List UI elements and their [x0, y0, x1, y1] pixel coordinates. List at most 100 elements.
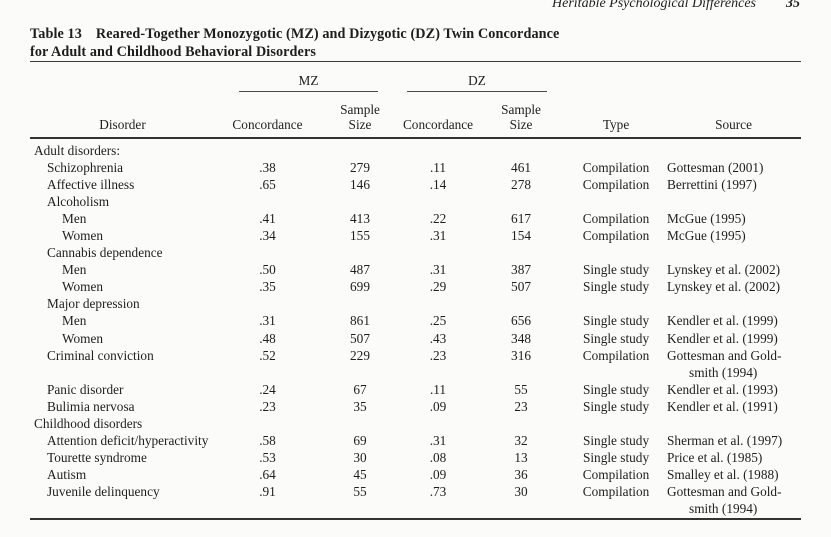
source-value: Gottesman and Gold-smith (1994): [666, 347, 801, 381]
source-value: [666, 193, 801, 210]
dz-sample-size-value: 656: [511, 313, 531, 329]
disorder-column-header: Disorder: [99, 116, 146, 132]
source-line: Berrettini (1997): [667, 176, 757, 192]
dz-sample-size-column-header: Sample Size: [476, 92, 566, 138]
dz-sample-size-value: 617: [511, 210, 531, 226]
source-line: Kendler et al. (1999): [667, 313, 778, 329]
source-value: McGue (1995): [666, 227, 801, 244]
study-type-value: Compilation: [582, 484, 650, 500]
table-title-text: Reared-Together Monozygotic (MZ) and Diz…: [95, 26, 560, 42]
mz-concordance-value: .58: [259, 433, 276, 449]
study-type-value: Single study: [582, 450, 650, 466]
source-column-header: Source: [715, 116, 752, 132]
source-line: Sherman et al. (1997): [667, 433, 783, 449]
source-line: Lynskey et al. (2002): [667, 262, 781, 278]
mz-concordance-value: .53: [259, 450, 276, 466]
disorder-label: Major depression: [47, 296, 140, 312]
source-value: Berrettini (1997): [666, 176, 801, 193]
study-type-value: Compilation: [582, 347, 650, 363]
source-value: Lynskey et al. (2002): [666, 278, 801, 295]
column-header-row: Disorder Concordance Sample Size Concorda…: [30, 92, 802, 138]
disorder-label: Adult disorders:: [34, 142, 121, 158]
study-type-value: Single study: [582, 313, 650, 329]
mz-sample-size-column-header: Sample Size: [320, 92, 400, 138]
dz-concordance-value: .09: [429, 467, 447, 483]
disorder-label: Men: [62, 210, 87, 226]
sample-size-label-line1: Sample: [501, 101, 541, 117]
table-title: Table 13 Reared-Together Monozygotic (MZ)…: [30, 26, 802, 61]
table-row: Women .34 155 .31 154 Compilation McGue (1995): [30, 227, 801, 244]
disorder-label: Women: [62, 227, 104, 243]
dz-concordance-value: .22: [429, 210, 447, 226]
table-row: Panic disorder .24 67 .11 55 Single study Kend…: [30, 381, 801, 398]
mz-concordance-value: .52: [259, 347, 276, 363]
disorder-label: Schizophrenia: [47, 159, 124, 175]
study-type-value: [566, 244, 666, 261]
dz-concordance-value: .31: [429, 433, 447, 449]
dz-concordance-value: .31: [429, 262, 447, 278]
source-line: smith (1994): [689, 364, 758, 380]
table-body: Adult disorders: Schizophrenia .38 279 .11 46…: [30, 138, 801, 519]
mz-concordance-value: .50: [259, 262, 276, 278]
dz-sample-size-value: 348: [511, 330, 531, 346]
table-row: Women .35 699 .29 507 Single study Lynskey et …: [30, 278, 801, 295]
source-value: [666, 244, 801, 261]
table-row: Men .31 861 .25 656 Single study Kendler et al…: [30, 312, 801, 329]
dz-sample-size-value: [476, 415, 566, 432]
disorder-label: Autism: [47, 467, 87, 483]
source-line: Kendler et al. (1999): [667, 330, 778, 346]
mz-group-label: MZ: [239, 73, 379, 92]
source-line: McGue (1995): [667, 227, 746, 243]
mz-sample-size-value: 67: [353, 381, 367, 397]
mz-sample-size-value: 487: [350, 262, 370, 278]
source-line: McGue (1995): [667, 210, 746, 226]
table-section-row: Adult disorders:: [30, 138, 801, 159]
source-line: Kendler et al. (1991): [667, 398, 778, 414]
dz-sample-size-value: 461: [511, 159, 531, 175]
group-header-row: MZ DZ: [30, 62, 801, 92]
disorder-label: Affective illness: [47, 176, 135, 192]
study-type-value: Single study: [582, 381, 650, 397]
table-row: Women .48 507 .43 348 Single study Kendler et …: [30, 330, 801, 347]
study-type-value: Single study: [582, 262, 650, 278]
source-line: Gottesman and Gold-: [667, 347, 782, 363]
mz-concordance-value: .24: [259, 381, 276, 397]
mz-sample-size-value: 279: [350, 159, 370, 175]
dz-sample-size-value: [476, 295, 566, 312]
dz-concordance-column-header: Concordance: [402, 116, 474, 132]
dz-sample-size-value: 30: [514, 484, 528, 500]
dz-concordance-value: [400, 193, 476, 210]
dz-sample-size-value: [476, 193, 566, 210]
dz-sample-size-value: 13: [514, 450, 528, 466]
source-value: Kendler et al. (1993): [666, 381, 801, 398]
dz-concordance-value: .73: [429, 484, 447, 500]
mz-sample-size-value: 507: [350, 330, 370, 346]
mz-concordance-value: [215, 244, 320, 261]
source-line: Gottesman (2001): [667, 159, 764, 175]
dz-sample-size-value: 507: [511, 279, 531, 295]
dz-concordance-value: .11: [429, 381, 447, 397]
study-type-value: Compilation: [582, 159, 650, 175]
table-row: Juvenile delinquency .91 55 .73 30 Compilatio…: [30, 483, 801, 518]
mz-concordance-column-header: Concordance: [232, 116, 303, 132]
page-number: 35: [786, 0, 800, 11]
study-type-value: Single study: [582, 330, 650, 346]
source-value: Gottesman (2001): [666, 159, 801, 176]
mz-sample-size-value: 30: [353, 450, 367, 466]
table-row: Tourette syndrome .53 30 .08 13 Single study P…: [30, 449, 801, 466]
mz-concordance-value: [215, 415, 320, 432]
table-row: Schizophrenia .38 279 .11 461 Compilation Gott…: [30, 159, 801, 176]
dz-sample-size-value: 316: [511, 347, 531, 363]
mz-sample-size-value: 413: [350, 210, 370, 226]
table-title-line1: Table 13 Reared-Together Monozygotic (MZ)…: [30, 26, 802, 44]
mz-concordance-value: .64: [259, 467, 276, 483]
mz-sample-size-value: 69: [353, 433, 367, 449]
dz-sample-size-value: 154: [511, 227, 531, 243]
dz-sample-size-value: 55: [514, 381, 528, 397]
dz-concordance-value: .09: [429, 398, 447, 414]
mz-sample-size-value: 55: [353, 484, 367, 500]
study-type-value: Single study: [582, 279, 650, 295]
mz-sample-size-value: [320, 193, 400, 210]
dz-group-header: DZ: [400, 62, 566, 92]
dz-concordance-value: [400, 244, 476, 261]
